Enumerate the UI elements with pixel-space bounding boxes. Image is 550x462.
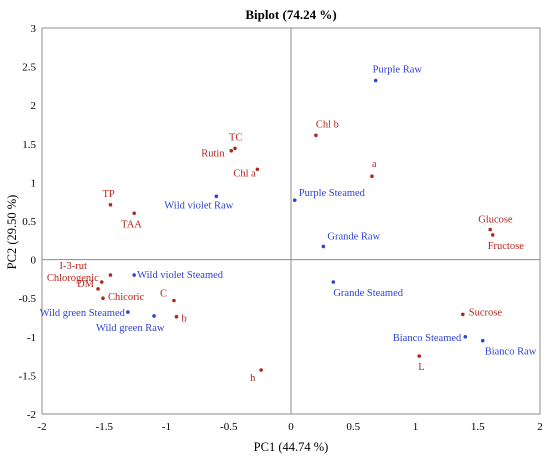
loading-point (108, 273, 113, 277)
score-point (331, 280, 336, 284)
loading-point (174, 314, 179, 319)
x-tick-label: -0.5 (220, 421, 238, 433)
y-tick-label: 1 (31, 177, 37, 189)
loading-label: Sucrose (469, 307, 503, 318)
loading-label: Chl b (316, 119, 339, 130)
x-tick-label: -1 (162, 421, 171, 433)
score-label: Wild green Steamed (40, 308, 126, 319)
loading-label: TP (102, 189, 114, 200)
y-tick-label: -0.5 (19, 293, 37, 305)
score-label: Wild green Raw (96, 323, 165, 334)
x-tick-label: 2 (537, 421, 543, 433)
score-point (152, 314, 156, 318)
loading-label: I-3-rut (59, 261, 86, 272)
loading-label: C (160, 289, 167, 300)
y-tick-label: 0 (31, 255, 37, 267)
loading-point (259, 368, 263, 372)
loading-point (132, 211, 136, 216)
y-tick-labels: -2 -1.5 -1 -0.5 0 0.5 1 1.5 2 2.5 3 (19, 23, 37, 421)
loading-point (229, 148, 234, 153)
axes (41, 27, 541, 415)
loading-point (233, 146, 237, 151)
loading-label: b (181, 314, 186, 325)
y-tick-label: 1.5 (22, 139, 36, 151)
score-label: Bianco Raw (485, 347, 537, 358)
loading-point (172, 298, 176, 303)
score-point (132, 273, 136, 277)
loading-label: Fructose (488, 241, 525, 252)
score-label: Wild violet Raw (164, 200, 233, 211)
y-tick-label: -2 (27, 409, 36, 421)
loading-point (96, 287, 100, 291)
score-point (126, 310, 130, 314)
loading-label: Chicoric (108, 292, 144, 303)
loading-point (255, 167, 260, 172)
loading-point (99, 280, 104, 284)
score-point (463, 335, 468, 339)
loading-point (461, 312, 465, 317)
loading-label: DM (77, 279, 95, 290)
loading-point (370, 174, 374, 179)
loading-point (490, 233, 495, 237)
score-point (480, 338, 485, 343)
loading-point (314, 133, 318, 138)
y-tick-label: 2 (31, 100, 37, 112)
x-tick-label: 0.5 (346, 421, 360, 433)
y-axis-title: PC2 (29.50 %) (5, 195, 19, 270)
x-tick-label: -2 (37, 421, 46, 433)
y-tick-label: 0.5 (22, 216, 36, 228)
score-label: Purple Steamed (299, 188, 366, 199)
score-label: Grande Raw (327, 231, 380, 242)
x-tick-label: -1.5 (96, 421, 114, 433)
loading-point (101, 296, 105, 301)
y-tick-label: -1 (27, 332, 36, 344)
x-tick-labels: -2 -1.5 -1 -0.5 0 0.5 1 1.5 2 (37, 421, 542, 433)
loading-label: Chlorogenic (47, 273, 99, 284)
score-label: Purple Raw (373, 64, 423, 75)
loading-label: TAA (121, 219, 142, 230)
x-tick-label: 1 (413, 421, 419, 433)
data-points: Purple Raw Purple Steamed Grande Raw Grande… (40, 64, 537, 384)
loading-label: TC (229, 132, 242, 143)
loading-label: Glucose (478, 214, 513, 225)
x-tick-label: 0 (288, 421, 294, 433)
loading-point (488, 227, 493, 232)
loading-point (417, 354, 422, 358)
y-tick-label: 3 (31, 23, 37, 35)
loading-point (108, 202, 113, 207)
score-label: Grande Steamed (333, 288, 403, 299)
score-point (214, 194, 219, 199)
loading-label: Chl a (233, 168, 256, 179)
x-tick-label: 1.5 (471, 421, 485, 433)
loading-label: h (250, 373, 256, 384)
score-label: Bianco Steamed (393, 333, 462, 344)
loading-label: L (418, 362, 424, 373)
y-tick-label: 2.5 (22, 62, 36, 74)
score-label: Wild violet Steamed (137, 270, 224, 281)
loading-label: Rutin (201, 149, 225, 160)
loading-label: a (372, 159, 377, 170)
score-point (321, 244, 326, 249)
x-axis-title: PC1 (44.74 %) (254, 440, 329, 454)
chart-title: Biplot (74.24 %) (245, 7, 336, 22)
score-point (373, 78, 378, 83)
y-tick-label: -1.5 (19, 370, 37, 382)
score-point (292, 198, 297, 202)
